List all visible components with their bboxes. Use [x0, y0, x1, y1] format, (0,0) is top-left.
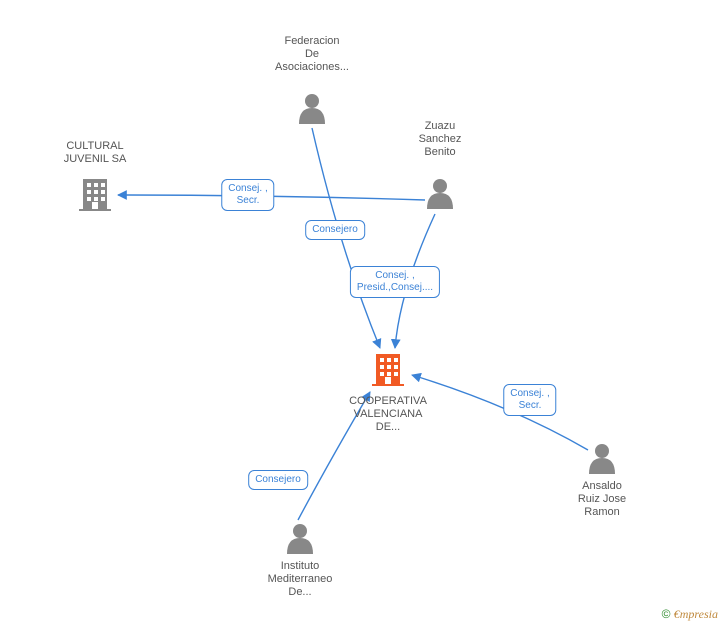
node-label-coop: COOPERATIVA VALENCIANA DE...	[328, 395, 448, 435]
building-icon-coop[interactable]	[372, 354, 404, 386]
person-icon-federacion[interactable]	[299, 94, 325, 124]
edge-label-federacion-coop: Consejero	[305, 220, 365, 240]
edge-label-zuazu-cultural: Consej. , Secr.	[221, 179, 274, 211]
brand-name: €mpresia	[674, 607, 718, 621]
node-label-cultural: CULTURAL JUVENIL SA	[35, 140, 155, 166]
node-label-instituto: Instituto Mediterraneo De...	[240, 560, 360, 600]
node-label-federacion: Federacion De Asociaciones...	[252, 35, 372, 75]
person-icon-instituto[interactable]	[287, 524, 313, 554]
person-icon-zuazu[interactable]	[427, 179, 453, 209]
edge-label-instituto-coop: Consejero	[248, 470, 308, 490]
node-label-zuazu: Zuazu Sanchez Benito	[380, 120, 500, 160]
person-icon-ansaldo[interactable]	[589, 444, 615, 474]
node-label-ansaldo: Ansaldo Ruiz Jose Ramon	[542, 480, 662, 520]
edge-label-zuazu-coop: Consej. , Presid.,Consej....	[350, 266, 440, 298]
network-graph	[0, 0, 728, 630]
edge-label-ansaldo-coop: Consej. , Secr.	[503, 384, 556, 416]
footer-credit: © €mpresia	[662, 607, 718, 622]
building-icon-cultural[interactable]	[79, 179, 111, 211]
copyright-symbol: ©	[662, 607, 671, 621]
